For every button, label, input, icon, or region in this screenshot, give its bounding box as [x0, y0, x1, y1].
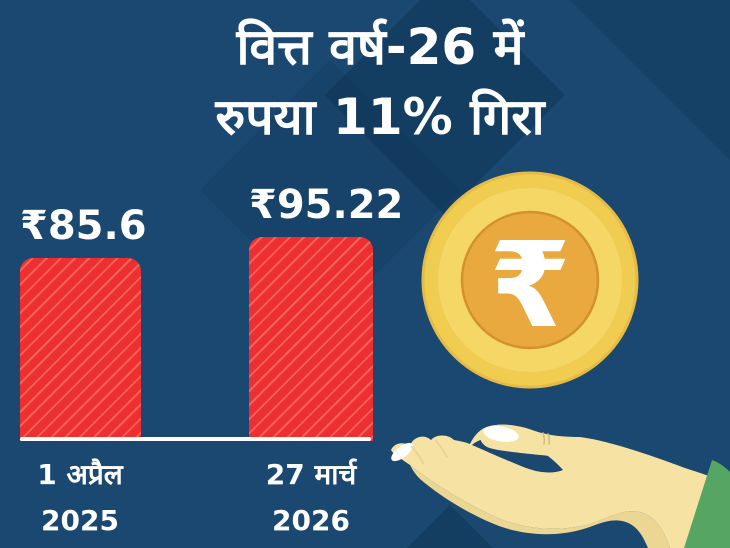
date-line-1: 1 अप्रैल	[37, 458, 123, 491]
bar-27-march-2026	[249, 237, 373, 441]
date-line-2: 2026	[272, 504, 350, 537]
x-axis-label-1-april-2025: 1 अप्रैल 2025	[10, 456, 150, 540]
x-axis-line	[20, 437, 371, 441]
title-line-1: वित्त वर्ष-26 में	[236, 18, 524, 76]
page-title: वित्त वर्ष-26 में रुपया 11% गिरा	[15, 12, 730, 152]
title-line-2: रुपया 11% गिरा	[215, 88, 545, 146]
x-axis-label-27-march-2026: 27 मार्च 2026	[244, 456, 378, 540]
bar-value-label: ₹95.22	[249, 182, 404, 228]
bar-value-label: ₹85.6	[20, 203, 147, 249]
date-line-1: 27 मार्च	[265, 458, 357, 491]
date-line-2: 2025	[41, 504, 119, 537]
bar-1-april-2025	[20, 258, 141, 441]
